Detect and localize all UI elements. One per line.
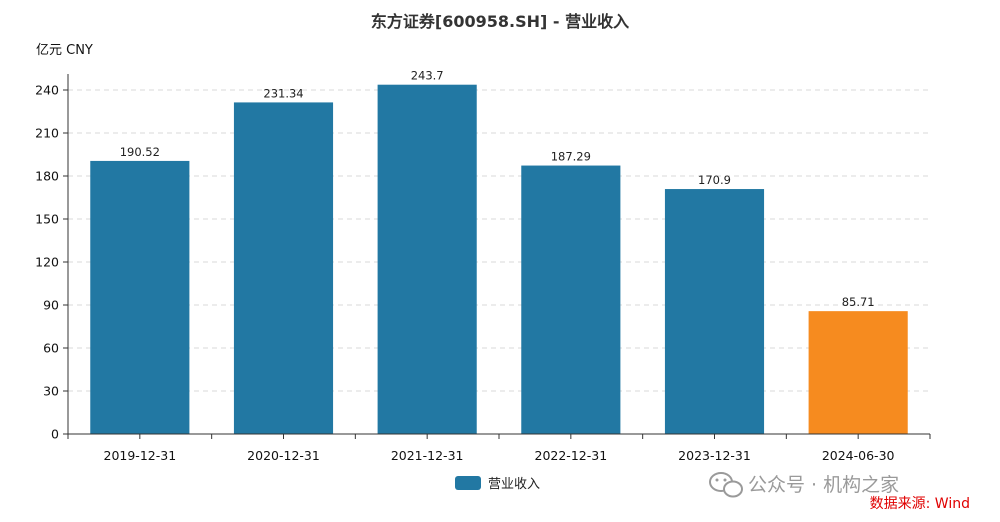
chart-title: 东方证券[600958.SH] - 营业收入: [371, 12, 629, 31]
bar: [233, 102, 334, 435]
wechat-icon: [709, 472, 743, 498]
x-tick-labels: 2019-12-31 2020-12-31 2021-12-31 2022-12-31…: [104, 448, 895, 463]
data-label: 231.34: [263, 86, 303, 100]
y-tick-label: 120: [35, 255, 59, 270]
x-tick-label: 2021-12-31: [391, 448, 464, 463]
bar: [90, 160, 190, 434]
bars: [90, 84, 908, 435]
x-tick-label: 2020-12-31: [247, 448, 320, 463]
y-tick-labels: 0 30 60 90 120 150 180 210 240: [35, 83, 59, 442]
gridlines: [68, 89, 930, 392]
bar: [521, 165, 621, 434]
y-axis-unit-label: 亿元 CNY: [36, 43, 93, 58]
y-tick-label: 210: [35, 126, 59, 141]
watermark: 公众号 · 机构之家: [709, 472, 899, 498]
bar: [664, 189, 765, 434]
y-tick-label: 60: [43, 341, 59, 356]
y-tick-label: 240: [35, 83, 59, 98]
x-tick-label: 2022-12-31: [535, 448, 608, 463]
data-label: 243.7: [411, 69, 444, 83]
data-label: 187.29: [551, 150, 591, 164]
x-tick-label: 2023-12-31: [678, 448, 751, 463]
x-tick-label: 2024-06-30: [822, 448, 895, 463]
y-tick-label: 30: [43, 384, 59, 399]
legend[interactable]: 营业收入: [455, 476, 540, 492]
data-label: 170.9: [698, 173, 731, 187]
legend-swatch[interactable]: [455, 476, 481, 490]
data-label: 85.71: [842, 295, 875, 309]
data-labels: 190.52 231.34 243.7 187.29 170.9 85.71: [120, 69, 875, 309]
data-source: 数据来源: Wind: [870, 496, 970, 512]
legend-label[interactable]: 营业收入: [488, 477, 540, 492]
axes: [63, 74, 931, 439]
bar: [808, 311, 908, 434]
bar: [377, 84, 477, 435]
watermark-text: 公众号 · 机构之家: [748, 474, 899, 496]
y-tick-label: 90: [43, 298, 59, 313]
x-tick-label: 2019-12-31: [104, 448, 177, 463]
y-tick-label: 0: [51, 427, 59, 442]
data-label: 190.52: [120, 145, 160, 159]
y-tick-label: 150: [35, 212, 59, 227]
y-tick-label: 180: [35, 169, 59, 184]
